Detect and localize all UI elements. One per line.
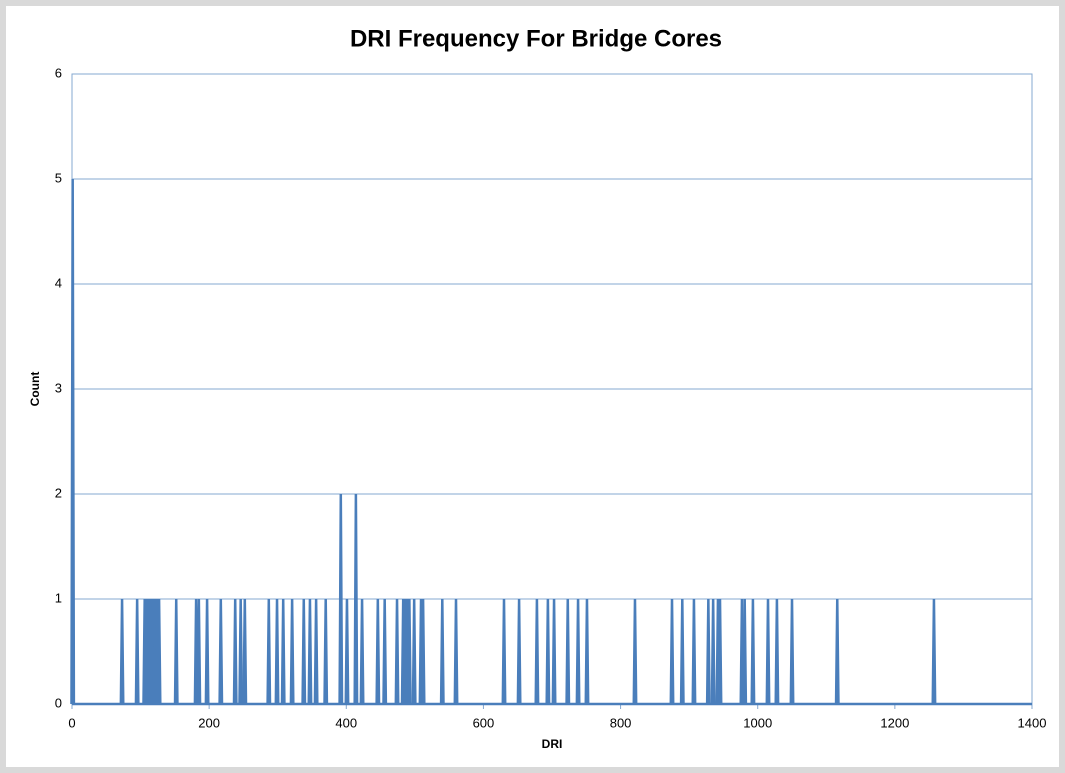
x-tick-label: 800 bbox=[610, 715, 632, 730]
spike bbox=[710, 598, 716, 705]
spike bbox=[375, 598, 381, 705]
x-tick-label: 400 bbox=[335, 715, 357, 730]
y-tick-label: 2 bbox=[55, 485, 62, 500]
spike bbox=[411, 598, 417, 705]
spike bbox=[119, 598, 125, 705]
spike bbox=[669, 598, 675, 705]
spike bbox=[931, 598, 937, 705]
x-tick-label: 1000 bbox=[743, 715, 772, 730]
spike bbox=[344, 598, 350, 705]
spike bbox=[274, 598, 280, 705]
spike bbox=[280, 598, 286, 705]
spike bbox=[691, 598, 697, 705]
chart-title: DRI Frequency For Bridge Cores bbox=[350, 25, 722, 52]
y-tick-label: 5 bbox=[55, 170, 62, 185]
spike bbox=[406, 598, 412, 705]
y-tick-label: 6 bbox=[55, 65, 62, 80]
spike bbox=[242, 598, 248, 705]
x-tick-label: 1400 bbox=[1018, 715, 1047, 730]
spike bbox=[313, 598, 319, 705]
spike bbox=[516, 598, 522, 705]
spike bbox=[765, 598, 771, 705]
spike bbox=[338, 493, 344, 705]
spike bbox=[156, 598, 162, 705]
x-axis-label: DRI bbox=[542, 737, 563, 751]
spike bbox=[196, 598, 202, 705]
spike bbox=[173, 598, 179, 705]
spike bbox=[717, 598, 723, 705]
spike bbox=[289, 598, 295, 705]
y-tick-label: 1 bbox=[55, 590, 62, 605]
spike bbox=[353, 493, 359, 705]
spike bbox=[575, 598, 581, 705]
spike bbox=[534, 598, 540, 705]
spike bbox=[750, 598, 756, 705]
spike bbox=[238, 598, 244, 705]
y-tick-label: 3 bbox=[55, 380, 62, 395]
spike bbox=[323, 598, 329, 705]
x-tick-label: 600 bbox=[473, 715, 495, 730]
spike bbox=[774, 598, 780, 705]
spike bbox=[551, 598, 557, 705]
spike bbox=[301, 598, 307, 705]
spike bbox=[545, 598, 551, 705]
spike bbox=[382, 598, 388, 705]
spike bbox=[584, 598, 590, 705]
y-tick-label: 0 bbox=[55, 695, 62, 710]
spike bbox=[501, 598, 507, 705]
spike bbox=[565, 598, 571, 705]
x-tick-label: 0 bbox=[68, 715, 75, 730]
spike bbox=[439, 598, 445, 705]
spike bbox=[632, 598, 638, 705]
spike bbox=[204, 598, 210, 705]
spike bbox=[359, 598, 365, 705]
spike bbox=[307, 598, 313, 705]
x-tick-label: 1200 bbox=[880, 715, 909, 730]
spike bbox=[218, 598, 224, 705]
spike bbox=[266, 598, 272, 705]
spike bbox=[834, 598, 840, 705]
y-tick-label: 4 bbox=[55, 275, 62, 290]
spike bbox=[705, 598, 711, 705]
x-tick-label: 200 bbox=[198, 715, 220, 730]
spike bbox=[420, 598, 426, 705]
spike bbox=[742, 598, 748, 705]
y-axis-label: Count bbox=[28, 372, 42, 407]
spike bbox=[789, 598, 795, 705]
spike bbox=[394, 598, 400, 705]
spike bbox=[679, 598, 685, 705]
spike bbox=[70, 178, 76, 705]
spike bbox=[134, 598, 140, 705]
spike bbox=[232, 598, 238, 705]
spike bbox=[453, 598, 459, 705]
